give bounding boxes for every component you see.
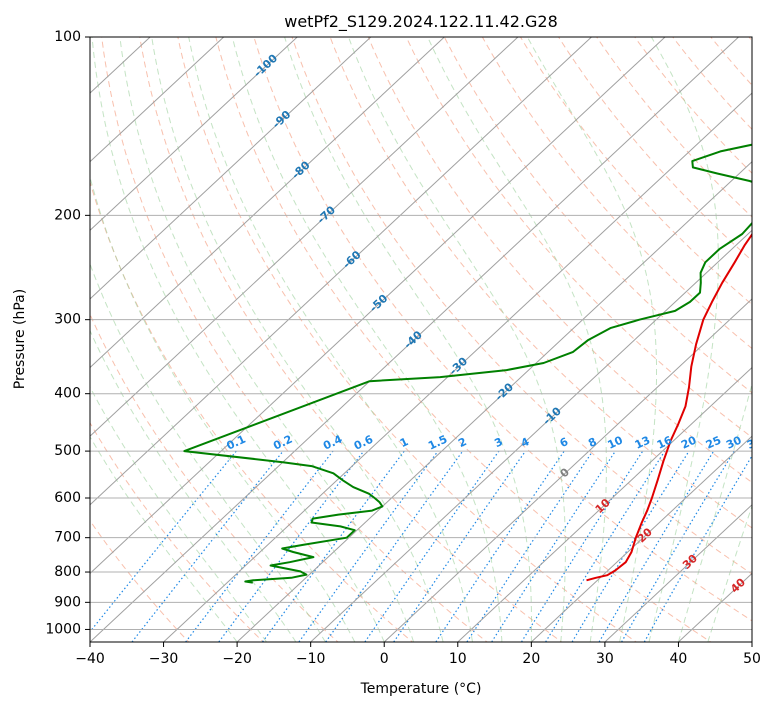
x-tick-label: 20 [522,651,540,667]
x-tick-label: 40 [670,651,688,667]
x-tick-label: 30 [596,651,614,667]
y-tick-label: 800 [54,564,81,580]
chart-title: wetPf2_S129.2024.122.11.42.G28 [284,12,558,32]
y-axis-label: Pressure (hPa) [12,289,28,389]
x-tick-label: 10 [449,651,467,667]
x-tick-label: 0 [380,651,389,667]
y-tick-label: 200 [54,207,81,223]
y-tick-label: 900 [54,594,81,610]
y-tick-label: 100 [54,29,81,45]
x-tick-label: −10 [296,651,326,667]
y-tick-label: 400 [54,386,81,402]
y-tick-label: 500 [54,443,81,459]
x-tick-label: 50 [743,651,761,667]
x-axis-label: Temperature (°C) [360,681,482,697]
x-tick-label: −30 [149,651,179,667]
y-tick-label: 300 [54,312,81,328]
y-tick-label: 1000 [45,621,81,637]
y-tick-label: 600 [54,490,81,506]
x-tick-label: −40 [75,651,105,667]
x-tick-label: −20 [222,651,252,667]
y-tick-label: 700 [54,530,81,546]
